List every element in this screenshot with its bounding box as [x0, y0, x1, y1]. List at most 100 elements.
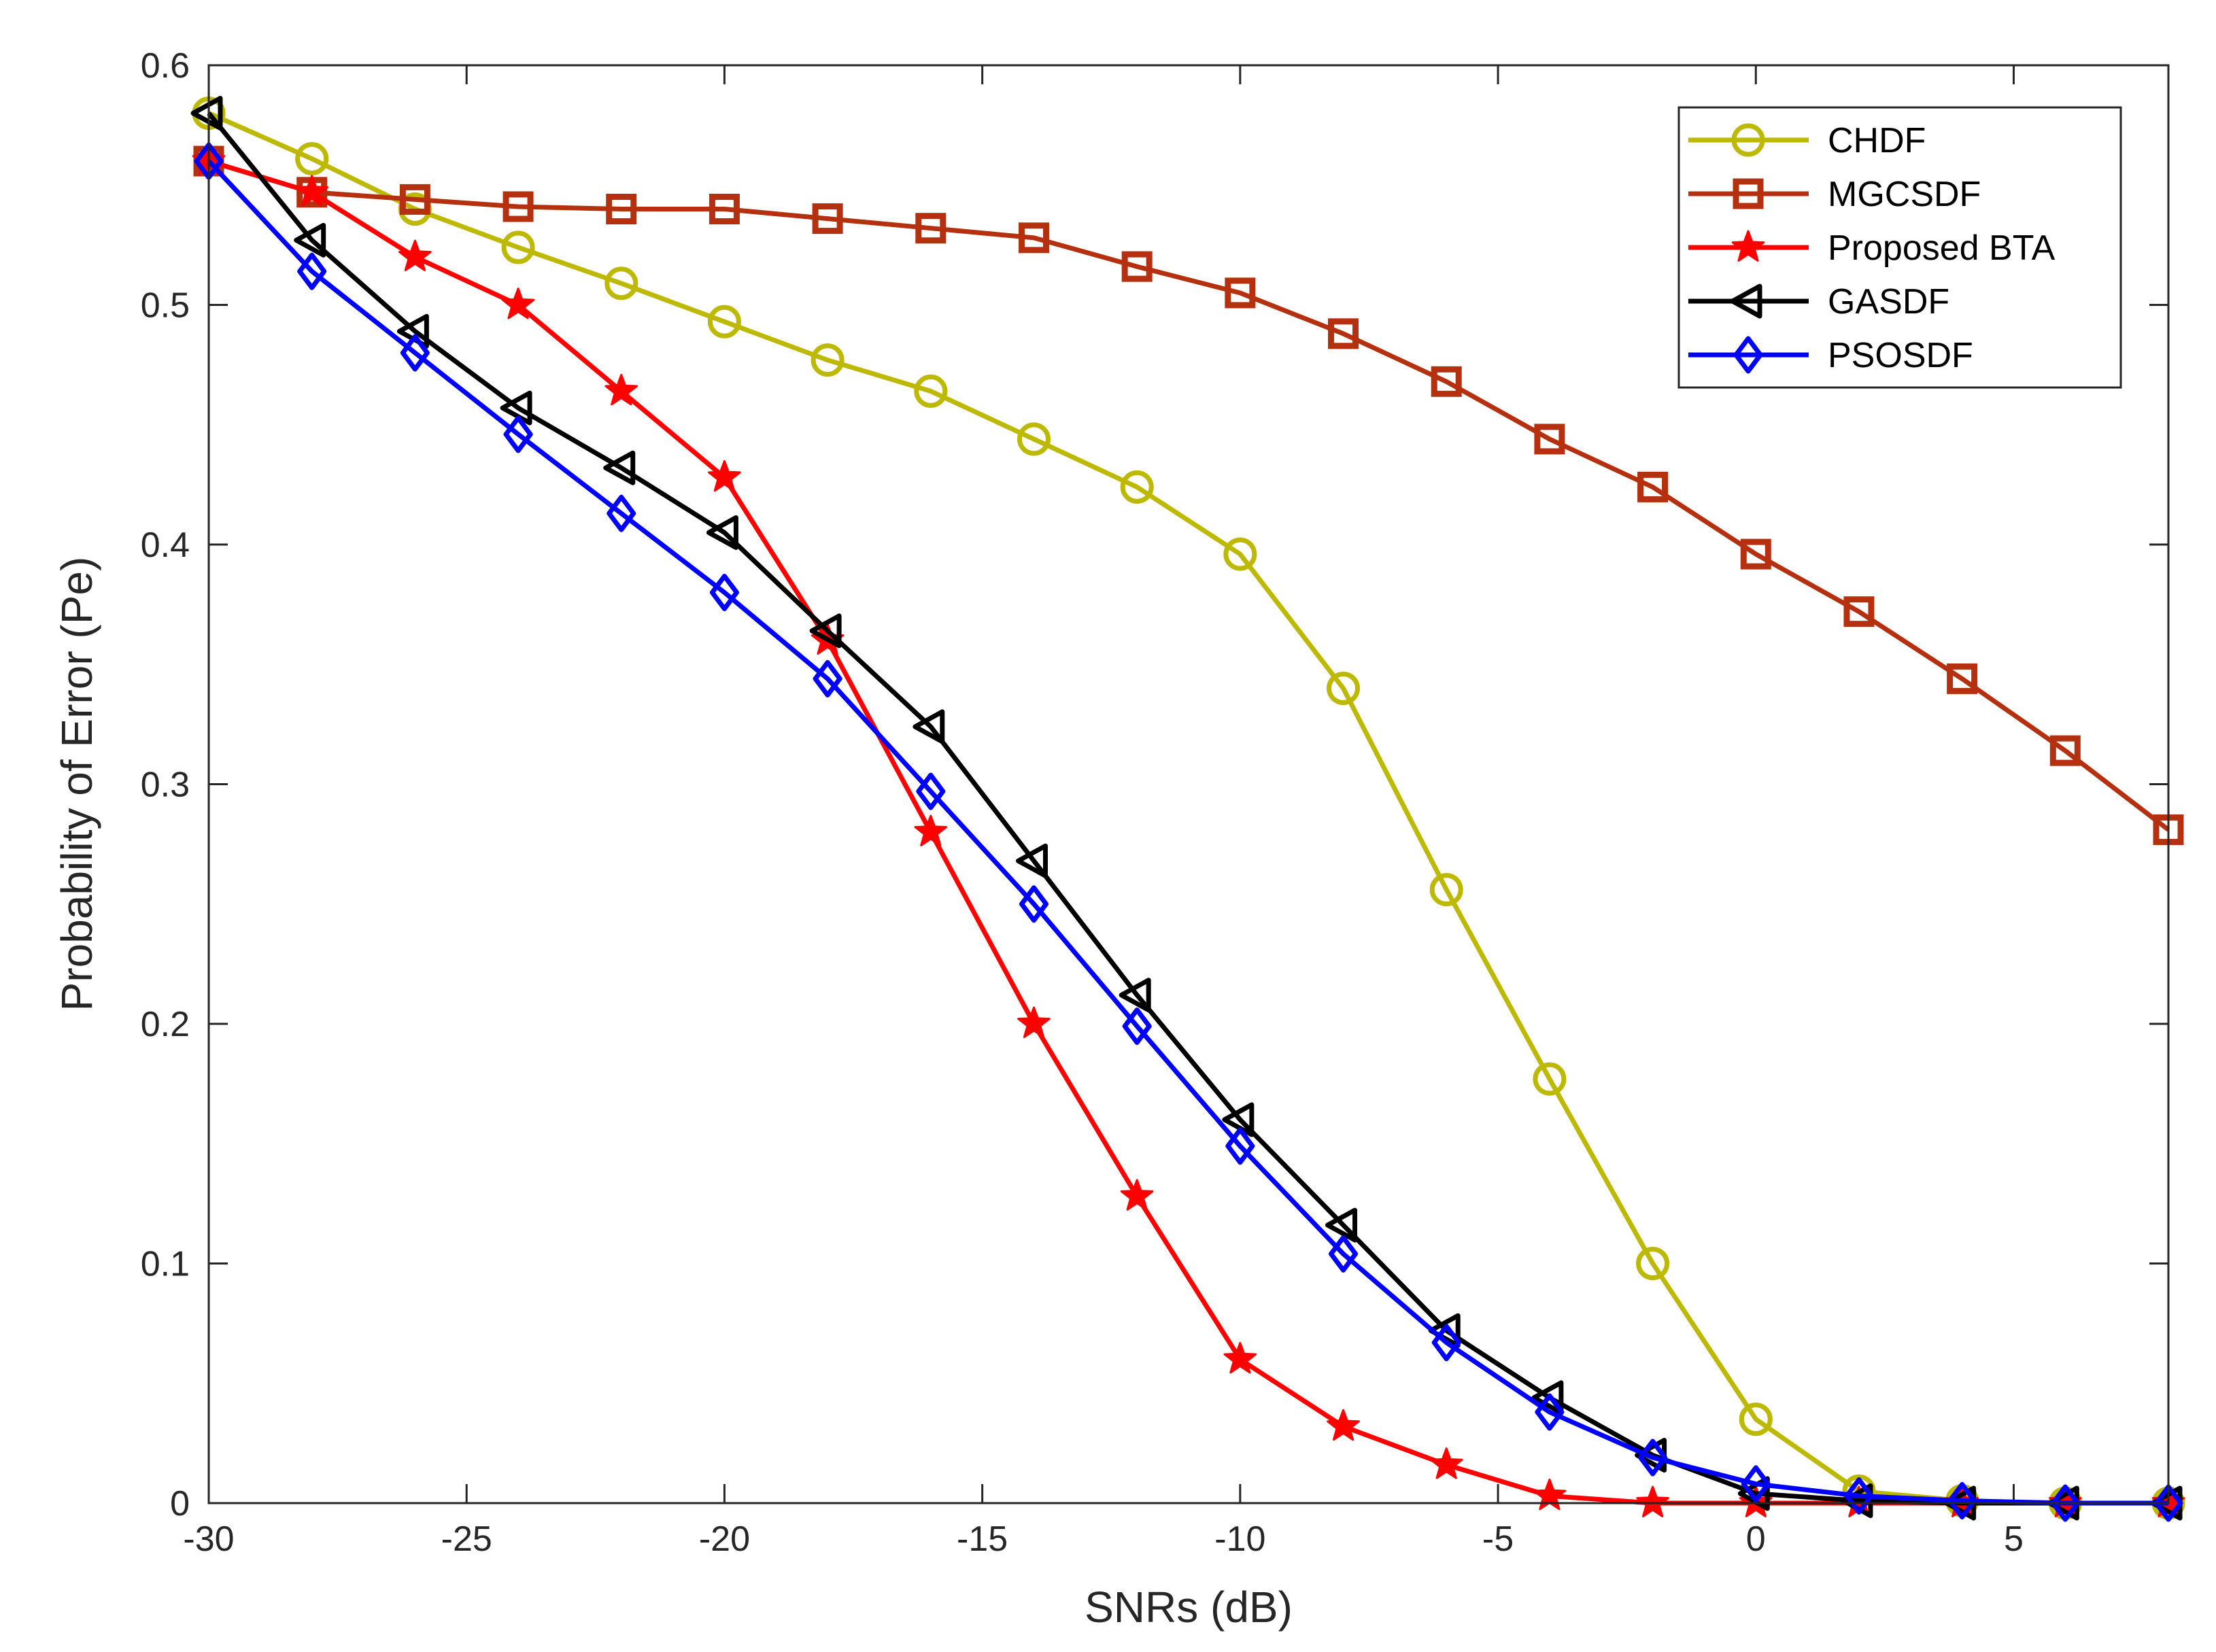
data-point-gasdf	[1531, 1380, 1564, 1415]
data-point-psosdf	[813, 659, 842, 698]
data-point-mgcsdf	[1637, 471, 1669, 502]
data-point-mgcsdf	[606, 194, 637, 224]
legend-item-gasdf: GASDF	[1688, 282, 1949, 322]
x-tick-label: -15	[957, 1519, 1008, 1559]
data-point-chdf	[1739, 1403, 1773, 1436]
data-point-psosdf	[297, 252, 327, 290]
y-tick-label: 0.6	[141, 46, 190, 86]
data-point-mgcsdf	[399, 184, 430, 215]
data-point-proposed-bta	[1327, 1409, 1360, 1441]
data-point-mgcsdf	[1534, 424, 1565, 455]
data-point-proposed-bta	[604, 373, 638, 406]
data-point-psosdf	[2153, 1484, 2183, 1522]
data-point-chdf	[1120, 470, 1154, 504]
legend-marker-chdf	[1731, 123, 1765, 157]
data-point-proposed-bta	[1636, 1485, 1669, 1517]
data-point-psosdf	[2050, 1484, 2080, 1522]
data-point-psosdf	[607, 494, 636, 532]
y-axis-label: Probability of Error (Pe)	[52, 557, 101, 1012]
data-point-mgcsdf	[709, 194, 740, 224]
data-point-mgcsdf	[1740, 538, 1771, 570]
data-point-proposed-bta	[501, 288, 535, 320]
data-point-chdf	[1223, 537, 1257, 571]
data-point-mgcsdf	[812, 203, 843, 235]
data-point-chdf	[914, 374, 948, 408]
data-point-gasdf	[190, 96, 223, 131]
data-point-mgcsdf	[1018, 222, 1049, 254]
data-point-chdf	[604, 266, 638, 300]
data-point-psosdf	[1638, 1439, 1668, 1477]
data-point-mgcsdf	[2049, 735, 2081, 766]
x-axis-label: SNRs (dB)	[1085, 1583, 1293, 1632]
data-point-chdf	[1017, 422, 1051, 456]
data-point-proposed-bta	[398, 239, 432, 271]
legend-label: CHDF	[1828, 121, 1926, 160]
y-tick-label: 0.5	[141, 286, 190, 326]
data-point-mgcsdf	[1328, 318, 1359, 349]
data-point-proposed-bta	[1017, 1006, 1051, 1038]
legend-item-chdf: CHDF	[1688, 121, 1926, 160]
data-point-chdf	[1429, 873, 1463, 907]
data-point-gasdf	[294, 222, 326, 258]
legend: CHDF MGCSDF Proposed BTA GASDF PSOSDF	[1677, 106, 2122, 389]
data-point-psosdf	[503, 415, 533, 453]
data-point-mgcsdf	[1843, 596, 1875, 627]
data-point-psosdf	[1947, 1481, 1977, 1519]
data-point-psosdf	[1329, 1235, 1359, 1273]
x-tick-label: -30	[183, 1519, 234, 1559]
data-point-proposed-bta	[1429, 1447, 1463, 1479]
axes-ticks	[207, 64, 2168, 1504]
x-tick-label: -5	[1482, 1519, 1514, 1559]
legend-marker-gasdf	[1730, 283, 1762, 319]
data-point-gasdf	[706, 515, 738, 550]
y-tick-label: 0.3	[141, 765, 190, 805]
data-point-gasdf	[603, 450, 636, 485]
data-point-chdf	[1533, 1062, 1567, 1096]
series-line-mgcsdf	[207, 158, 2170, 832]
series-line-chdf	[207, 111, 2168, 1506]
legend-label: MGCSDF	[1828, 175, 1981, 214]
legend-label: GASDF	[1828, 282, 1949, 322]
data-point-gasdf	[1222, 1102, 1255, 1137]
x-tick-label: -25	[441, 1519, 492, 1559]
data-point-mgcsdf	[502, 191, 534, 222]
data-point-psosdf	[1431, 1324, 1461, 1362]
data-point-psosdf	[400, 334, 430, 372]
data-point-psosdf	[916, 772, 946, 810]
data-point-psosdf	[1535, 1393, 1565, 1431]
data-point-proposed-bta	[914, 814, 948, 846]
data-point-chdf	[501, 230, 535, 264]
series-psosdf	[194, 142, 2183, 1522]
legend-marker-proposed-bta	[1731, 230, 1765, 262]
y-tick-label: 0.4	[141, 526, 190, 565]
data-point-mgcsdf	[1947, 663, 1978, 694]
legend-label: PSOSDF	[1828, 336, 1973, 375]
legend-item-proposed-bta: Proposed BTA	[1688, 228, 2056, 268]
y-tick-label: 0	[170, 1484, 190, 1524]
data-point-psosdf	[1844, 1477, 1874, 1515]
legend-item-mgcsdf: MGCSDF	[1688, 175, 1981, 214]
series-layer	[190, 96, 2185, 1522]
data-point-gasdf	[500, 390, 532, 426]
data-point-psosdf	[1122, 1008, 1152, 1046]
series-mgcsdf	[193, 145, 2184, 845]
plot-frame	[207, 64, 2170, 1504]
legend-label: Proposed BTA	[1828, 228, 2056, 268]
data-point-chdf	[707, 305, 741, 339]
data-point-proposed-bta	[295, 175, 328, 207]
y-tick-label: 0.1	[141, 1245, 190, 1284]
data-point-chdf	[1636, 1247, 1670, 1280]
data-point-mgcsdf	[1225, 277, 1256, 309]
data-point-gasdf	[1325, 1207, 1358, 1243]
data-point-gasdf	[809, 613, 842, 649]
tick-labels: -30 -25 -20 -15 -10 -5 0 5 0 0.1 0.2 0.3 0.4 0.5 0.6	[141, 46, 2024, 1559]
y-tick-label: 0.2	[141, 1005, 190, 1044]
x-tick-label: -10	[1214, 1519, 1265, 1559]
data-point-gasdf	[1119, 978, 1151, 1013]
legend-marker-mgcsdf	[1733, 178, 1764, 209]
data-point-chdf	[811, 343, 845, 377]
data-point-gasdf	[1015, 843, 1048, 878]
data-point-proposed-bta	[708, 460, 741, 492]
x-tick-label: 0	[1746, 1519, 1766, 1559]
